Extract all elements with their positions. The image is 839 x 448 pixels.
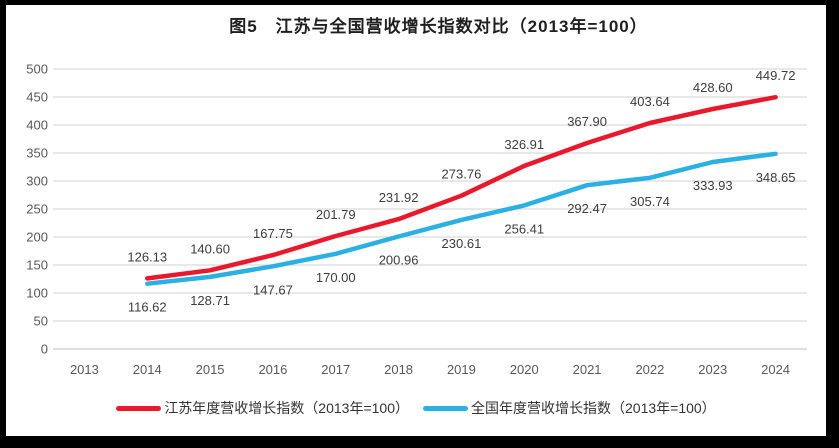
data-label-jiangsu: 367.90: [567, 114, 607, 129]
legend-label: 江苏年度营收增长指数（2013年=100）: [164, 400, 409, 416]
data-label-national: 333.93: [693, 178, 733, 193]
legend-label: 全国年度营收增长指数（2013年=100）: [471, 400, 716, 416]
y-tick-label: 400: [26, 118, 48, 133]
x-tick-label: 2013: [70, 362, 99, 377]
y-tick-label: 250: [26, 202, 48, 217]
data-label-jiangsu: 140.60: [190, 241, 230, 256]
data-label-national: 128.71: [190, 293, 230, 308]
data-label-national: 230.61: [442, 236, 482, 251]
y-tick-label: 300: [26, 174, 48, 189]
x-tick-label: 2020: [510, 362, 539, 377]
chart-title: 图5 江苏与全国营收增长指数对比（2013年=100）: [229, 17, 648, 36]
data-label-national: 256.41: [504, 221, 544, 236]
legend-line-swatch: [116, 405, 162, 411]
x-tick-label: 2019: [447, 362, 476, 377]
chart-legend: 江苏年度营收增长指数（2013年=100） 全国年度营收增长指数（2013年=10…: [6, 398, 826, 418]
data-label-national: 116.62: [128, 300, 167, 315]
y-tick-label: 0: [41, 342, 48, 357]
y-tick-label: 50: [34, 314, 48, 329]
data-label-jiangsu: 449.72: [756, 68, 796, 83]
x-tick-label: 2018: [384, 362, 413, 377]
y-tick-label: 100: [26, 286, 48, 301]
data-labels: 126.13 140.60 167.75 201.79 231.92 273.76 326.…: [127, 68, 795, 315]
data-label-national: 200.96: [379, 252, 419, 267]
data-label-jiangsu: 126.13: [127, 249, 167, 264]
legend-line-swatch: [423, 405, 468, 411]
y-tick-label: 350: [26, 146, 48, 161]
series-line-jiangsu: [145, 94, 778, 281]
y-axis-tick-labels: 0 50 100 150 200 250 300 350 400 450 500: [26, 62, 48, 357]
x-tick-label: 2017: [321, 362, 350, 377]
data-label-national: 292.47: [567, 201, 607, 216]
data-label-national: 348.65: [756, 170, 796, 185]
x-axis-tick-labels: 2013 2014 2015 2016 2017 2018 2019 2020 2021 2022…: [70, 362, 790, 377]
data-label-national: 305.74: [630, 194, 670, 209]
series-line-national: [145, 151, 778, 286]
data-label-jiangsu: 167.75: [253, 226, 293, 241]
x-tick-label: 2023: [698, 362, 727, 377]
chart-panel: 图5 江苏与全国营收增长指数对比（2013年=100） 0 50 100 150 200…: [6, 5, 826, 436]
y-tick-label: 200: [26, 230, 48, 245]
x-tick-label: 2024: [761, 362, 790, 377]
x-tick-label: 2014: [133, 362, 162, 377]
data-label-jiangsu: 231.92: [379, 190, 419, 205]
x-tick-label: 2022: [635, 362, 664, 377]
gridlines: [53, 68, 807, 350]
y-tick-label: 150: [26, 258, 48, 273]
data-label-national: 147.67: [253, 282, 293, 297]
x-tick-label: 2016: [258, 362, 287, 377]
legend-item: 江苏年度营收增长指数（2013年=100）: [116, 398, 409, 418]
x-tick-label: 2021: [573, 362, 602, 377]
y-tick-label: 450: [26, 90, 48, 105]
data-label-jiangsu: 403.64: [630, 94, 670, 109]
data-label-jiangsu: 326.91: [504, 137, 544, 152]
data-label-national: 170.00: [316, 270, 356, 285]
data-label-jiangsu: 428.60: [693, 80, 733, 95]
series-lines: [145, 94, 778, 286]
data-label-jiangsu: 273.76: [442, 167, 482, 182]
x-tick-label: 2015: [196, 362, 225, 377]
y-tick-label: 500: [26, 62, 48, 77]
legend-item: 全国年度营收增长指数（2013年=100）: [423, 398, 716, 418]
data-label-jiangsu: 201.79: [316, 207, 356, 222]
